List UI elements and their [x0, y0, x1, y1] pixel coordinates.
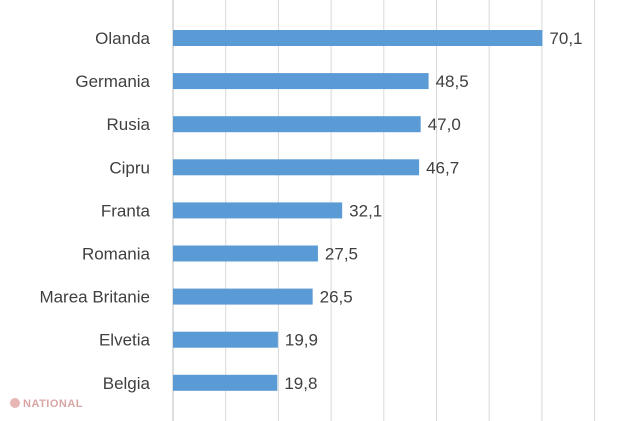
watermark-logo: NATIONAL	[10, 398, 83, 410]
category-label: Cipru	[109, 158, 150, 177]
bar	[173, 73, 429, 90]
category-label: Olanda	[95, 29, 150, 48]
bar	[173, 288, 313, 305]
category-label: Marea Britanie	[39, 288, 150, 307]
value-label: 32,1	[349, 201, 382, 220]
value-label: 47,0	[428, 115, 461, 134]
bar	[173, 159, 420, 176]
value-label: 19,8	[284, 374, 317, 393]
bar	[173, 331, 278, 348]
category-label: Franta	[101, 201, 151, 220]
category-label: Belgia	[103, 374, 151, 393]
bar	[173, 202, 343, 219]
category-label: Elvetia	[99, 331, 151, 350]
category-label: Rusia	[107, 115, 151, 134]
value-label: 48,5	[436, 72, 469, 91]
category-label: Romania	[82, 245, 151, 264]
watermark-text: NATIONAL	[23, 398, 84, 410]
bar	[173, 245, 318, 262]
bar	[173, 374, 278, 391]
bar	[173, 30, 543, 46]
value-label: 26,5	[320, 288, 353, 307]
bar	[173, 116, 421, 133]
value-label: 46,7	[426, 158, 459, 177]
category-label: Germania	[75, 72, 150, 91]
value-label: 70,1	[549, 29, 582, 48]
value-label: 27,5	[325, 245, 358, 264]
watermark-icon	[10, 398, 20, 408]
value-label: 19,9	[285, 331, 318, 350]
